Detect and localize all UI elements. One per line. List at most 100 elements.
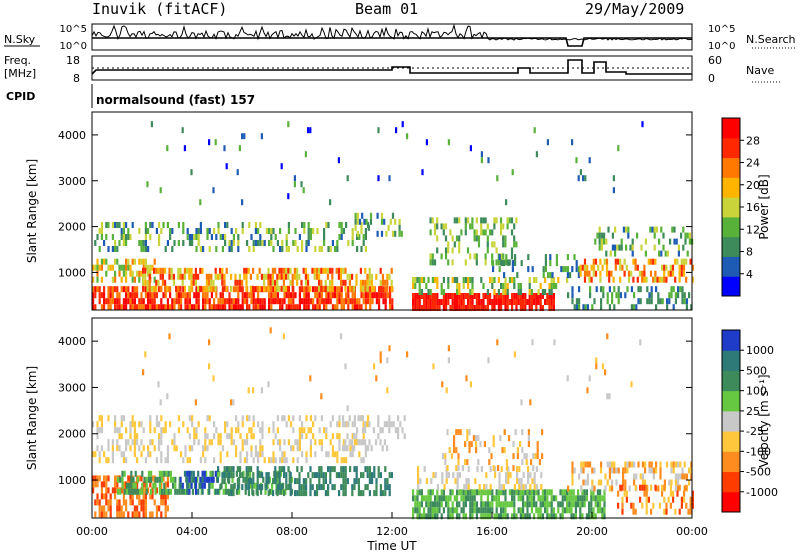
heatmap-cell bbox=[279, 457, 282, 464]
heatmap-cell bbox=[502, 253, 505, 260]
heatmap-cell bbox=[500, 501, 503, 508]
heatmap-cell bbox=[537, 495, 540, 502]
heatmap-cell bbox=[606, 298, 609, 305]
heatmap-cell bbox=[116, 286, 119, 293]
heatmap-cell bbox=[114, 415, 117, 422]
heatmap-cell bbox=[503, 272, 506, 279]
heatmap-cell bbox=[98, 457, 101, 464]
heatmap-cell bbox=[210, 304, 213, 311]
heatmap-cell bbox=[447, 513, 450, 520]
heatmap-cell bbox=[307, 127, 310, 134]
heatmap-cell bbox=[278, 478, 281, 485]
heatmap-cell bbox=[595, 363, 598, 370]
heatmap-cell bbox=[131, 222, 134, 228]
heatmap-cell bbox=[128, 488, 131, 495]
heatmap-cell bbox=[313, 273, 316, 280]
heatmap-cell bbox=[615, 479, 618, 486]
heatmap-cell bbox=[617, 286, 620, 293]
heatmap-cell bbox=[230, 472, 233, 479]
heatmap-cell bbox=[160, 451, 163, 458]
heatmap-cell bbox=[525, 459, 528, 466]
heatmap-cell bbox=[552, 495, 555, 502]
heatmap-cell bbox=[324, 472, 327, 479]
heatmap-cell bbox=[464, 293, 467, 299]
heatmap-cell bbox=[214, 267, 217, 274]
heatmap-cell bbox=[298, 415, 301, 422]
heatmap-cell bbox=[252, 421, 255, 428]
heatmap-cell bbox=[449, 495, 452, 502]
heatmap-cell bbox=[691, 490, 694, 497]
heatmap-cell bbox=[278, 466, 281, 473]
heatmap-cell bbox=[418, 507, 421, 514]
heatmap-cell bbox=[442, 289, 445, 295]
heatmap-cell bbox=[158, 304, 161, 311]
heatmap-cell bbox=[340, 292, 343, 299]
heatmap-cell bbox=[497, 495, 500, 502]
heatmap-cell bbox=[206, 415, 209, 422]
heatmap-cell bbox=[142, 369, 145, 376]
heatmap-cell bbox=[527, 254, 530, 261]
heatmap-cell bbox=[252, 304, 255, 311]
heatmap-cell bbox=[517, 507, 520, 514]
heatmap-cell bbox=[548, 305, 551, 311]
heatmap-cell bbox=[425, 513, 428, 520]
heatmap-cell bbox=[153, 499, 156, 506]
heatmap-cell bbox=[120, 276, 123, 283]
heatmap-cell bbox=[592, 489, 595, 496]
heatmap-cell bbox=[127, 298, 130, 305]
heatmap-cell bbox=[270, 234, 273, 240]
heatmap-cell bbox=[278, 472, 281, 479]
heatmap-cell bbox=[471, 223, 474, 230]
heatmap-cell bbox=[513, 513, 516, 520]
heatmap-cell bbox=[456, 299, 459, 305]
heatmap-cell bbox=[165, 488, 168, 495]
heatmap-cell bbox=[347, 304, 350, 311]
heatmap-cell bbox=[683, 485, 686, 492]
heatmap-cell bbox=[127, 228, 130, 234]
date-title: 29/May/2009 bbox=[585, 0, 684, 18]
heatmap-cell bbox=[331, 240, 334, 246]
heatmap-cell bbox=[544, 289, 547, 295]
heatmap-cell bbox=[368, 421, 371, 428]
heatmap-cell bbox=[678, 276, 681, 283]
heatmap-cell bbox=[144, 457, 147, 464]
heatmap-cell bbox=[261, 304, 264, 311]
heatmap-cell bbox=[346, 433, 349, 440]
heatmap-cell bbox=[668, 292, 671, 299]
heatmap-cell bbox=[194, 476, 198, 483]
heatmap-cell bbox=[105, 493, 108, 500]
heatmap-cell bbox=[367, 292, 370, 299]
heatmap-cell bbox=[278, 273, 281, 280]
heatmap-cell bbox=[98, 427, 101, 434]
heatmap-cell bbox=[125, 499, 128, 506]
heatmap-cell bbox=[658, 238, 661, 245]
heatmap-cell bbox=[624, 461, 627, 468]
heatmap-cell bbox=[296, 490, 299, 497]
heatmap-cell bbox=[573, 467, 576, 474]
heatmap-cell bbox=[441, 472, 444, 479]
heatmap-cell bbox=[541, 293, 544, 299]
heatmap-cell bbox=[431, 513, 434, 520]
heatmap-cell bbox=[212, 279, 215, 286]
heatmap-cell bbox=[601, 363, 604, 370]
heatmap-cell bbox=[188, 240, 191, 246]
heatmap-cell bbox=[399, 421, 402, 428]
heatmap-cell bbox=[356, 298, 359, 305]
heatmap-cell bbox=[179, 476, 182, 483]
heatmap-cell bbox=[118, 427, 121, 434]
heatmap-cell bbox=[160, 298, 163, 305]
heatmap-cell bbox=[645, 484, 648, 491]
heatmap-cell bbox=[322, 472, 325, 479]
heatmap-cell bbox=[495, 489, 498, 496]
heatmap-cell bbox=[539, 299, 542, 305]
heatmap-cell bbox=[257, 457, 260, 464]
heatmap-cell bbox=[285, 457, 288, 464]
heatmap-cell bbox=[221, 279, 224, 286]
heatmap-cell bbox=[144, 286, 147, 293]
heatmap-cell bbox=[655, 226, 658, 233]
heatmap-cell bbox=[664, 250, 667, 257]
heatmap-cell bbox=[606, 333, 609, 340]
heatmap-cell bbox=[327, 292, 330, 299]
heatmap-cell bbox=[369, 304, 372, 311]
heatmap-cell bbox=[320, 472, 323, 479]
